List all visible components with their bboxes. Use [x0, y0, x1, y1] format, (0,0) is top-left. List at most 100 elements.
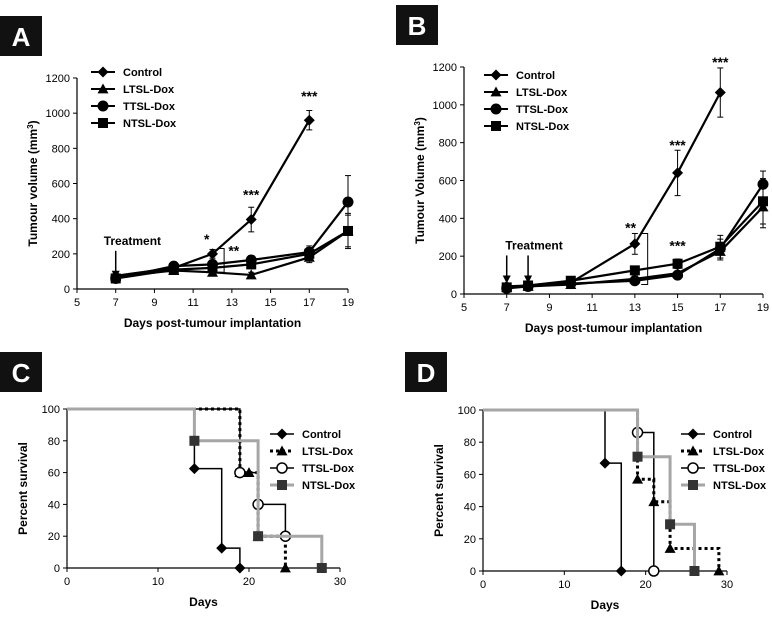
data-point	[279, 562, 291, 573]
data-point	[715, 241, 726, 252]
significance-mark: **	[625, 220, 636, 236]
y-axis-label: Percent survival	[432, 444, 446, 537]
y-tick-label: 80	[464, 437, 476, 449]
data-point	[713, 565, 725, 576]
data-point	[758, 196, 768, 207]
data-point	[632, 451, 643, 462]
survival-line	[483, 409, 655, 571]
legend-label: TTSL-Dox	[516, 104, 569, 116]
y-tick-label: 1000	[46, 108, 70, 120]
y-tick-label: 0	[64, 284, 70, 296]
data-point	[342, 196, 354, 208]
panel-label-box	[396, 5, 438, 45]
legend-label: NTSL-Dox	[123, 118, 177, 130]
legend-marker	[97, 83, 109, 94]
legend-label: LTSL-Dox	[123, 84, 175, 96]
data-point	[648, 565, 660, 577]
series-ntsl-dox	[483, 408, 700, 576]
significance-mark: ***	[301, 88, 318, 104]
significance-mark: *	[204, 231, 210, 247]
legend: Control LTSL-Dox TTSL-Dox NTSL-Dox	[681, 428, 767, 492]
x-axis-label: Days post-tumour implantation	[525, 321, 702, 335]
legend-label: TTSL-Dox	[302, 463, 355, 475]
legend: Control LTSL-Dox TTSL-Dox NTSL-Dox	[91, 66, 177, 130]
x-axis-label: Days post-tumour implantation	[124, 316, 301, 330]
data-point	[629, 275, 641, 287]
legend-marker	[687, 428, 699, 440]
panel-label-box	[405, 352, 447, 392]
legend-label: LTSL-Dox	[302, 446, 354, 458]
x-tick-label: 17	[714, 302, 726, 314]
legend-marker	[490, 103, 502, 115]
significance-mark: **	[228, 243, 239, 259]
significance-mark: ***	[669, 137, 686, 153]
y-tick-label: 600	[52, 179, 70, 191]
panel-b: B 5 7 9 11 13 15 17 19 0 200 400 600 800 1000 1200 Days …	[396, 5, 769, 335]
y-tick-label: 80	[48, 436, 60, 448]
data-point	[234, 562, 246, 574]
x-tick-label: 13	[629, 302, 641, 314]
data-point	[234, 466, 246, 479]
survival-line	[67, 408, 287, 537]
legend-marker	[490, 86, 502, 97]
data-point	[246, 259, 257, 270]
data-point	[245, 214, 257, 226]
data-point	[216, 542, 228, 554]
panel-label: B	[408, 11, 427, 41]
data-point	[665, 519, 676, 530]
legend-marker	[276, 445, 288, 456]
x-tick-label: 13	[226, 297, 238, 309]
treatment-arrowhead	[111, 270, 120, 279]
legend-label: TTSL-Dox	[713, 463, 766, 475]
x-tick-label: 30	[334, 576, 346, 588]
legend-marker	[276, 462, 288, 474]
treatment-label: Treatment	[505, 238, 562, 252]
data-point	[672, 269, 684, 281]
legend-marker	[277, 480, 287, 490]
x-tick-label: 19	[342, 297, 354, 309]
x-tick-label: 30	[721, 579, 733, 591]
survival-line	[67, 407, 287, 568]
legend-label: LTSL-Dox	[516, 87, 568, 99]
legend-marker	[98, 118, 108, 128]
x-tick-label: 20	[640, 579, 652, 591]
data-point	[714, 87, 726, 99]
y-tick-label: 40	[464, 502, 476, 514]
series-ntsl-dox	[501, 178, 768, 293]
legend-marker	[688, 480, 698, 490]
y-tick-label: 20	[464, 534, 476, 546]
x-tick-label: 9	[546, 302, 552, 314]
data-point	[245, 269, 257, 280]
series-control	[483, 409, 627, 577]
data-point	[304, 248, 315, 259]
y-tick-label: 0	[54, 563, 60, 575]
data-point	[343, 225, 353, 236]
data-point	[207, 262, 218, 273]
y-tick-label: 600	[439, 176, 457, 188]
legend-label: Control	[302, 429, 341, 441]
y-tick-label: 20	[48, 531, 60, 543]
data-point	[632, 473, 644, 484]
y-axis-label: Percent survival	[16, 442, 30, 535]
data-point	[629, 238, 641, 250]
y-tick-label: 800	[52, 143, 70, 155]
treatment-arrowhead	[502, 275, 511, 284]
significance-mark: ***	[243, 186, 260, 202]
x-tick-label: 7	[113, 297, 119, 309]
y-tick-label: 200	[52, 249, 70, 261]
legend-marker	[490, 69, 502, 81]
x-tick-label: 7	[504, 302, 510, 314]
x-tick-label: 10	[152, 576, 164, 588]
x-tick-label: 11	[187, 297, 198, 309]
legend: Control LTSL-Dox TTSL-Dox NTSL-Dox	[484, 69, 570, 133]
legend-marker	[97, 100, 109, 112]
x-tick-label: 20	[243, 576, 255, 588]
data-point	[689, 566, 700, 576]
legend-marker	[97, 66, 109, 78]
legend-label: NTSL-Dox	[516, 121, 570, 133]
series-control	[67, 408, 246, 574]
y-tick-label: 400	[52, 214, 70, 226]
series-line	[115, 201, 349, 280]
legend-label: Control	[516, 70, 555, 82]
